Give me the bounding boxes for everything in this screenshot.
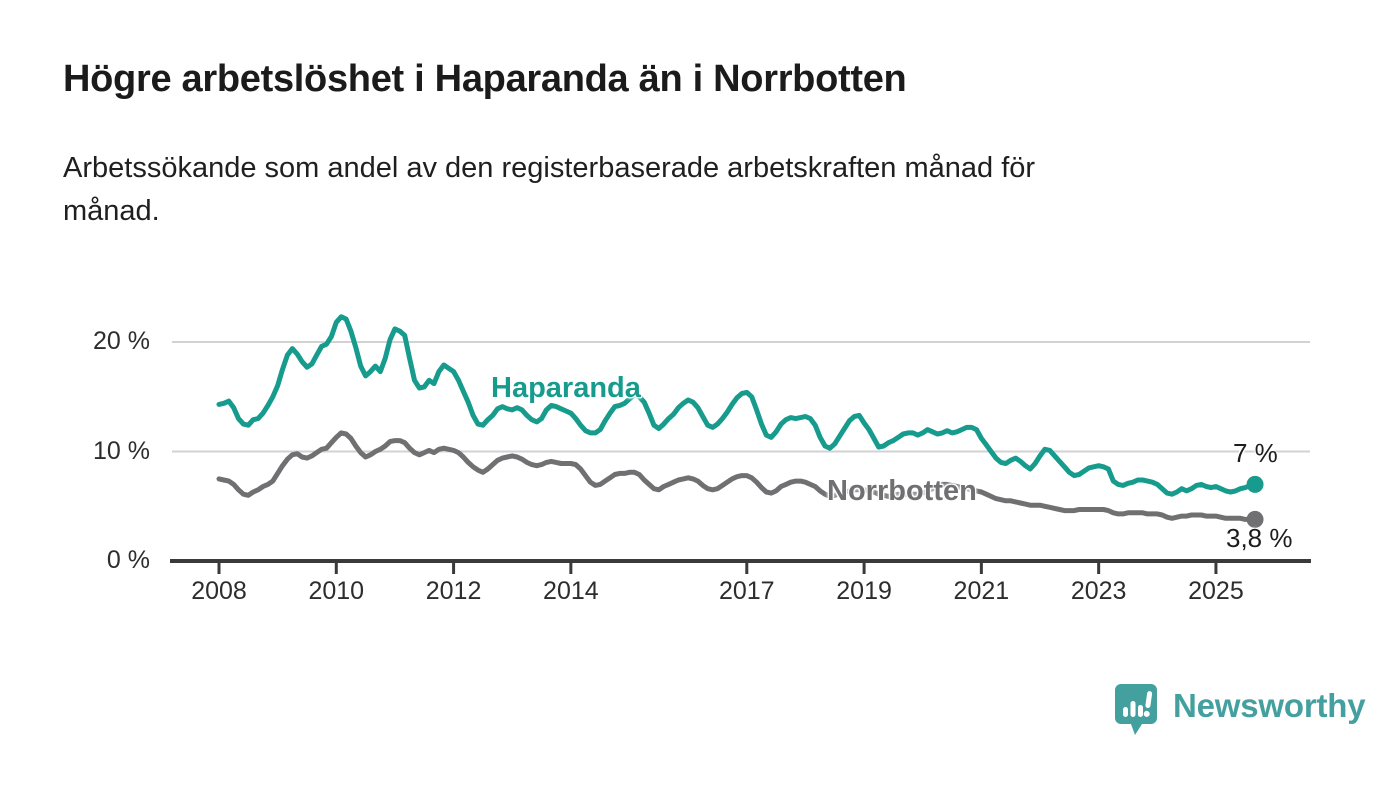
series-label-haparanda: Haparanda — [491, 372, 641, 404]
x-tick-label-2021: 2021 — [953, 577, 1010, 605]
x-tick-label-2017: 2017 — [718, 577, 775, 605]
x-tick-label-2008: 2008 — [191, 577, 247, 605]
line-haparanda — [216, 314, 1258, 497]
x-tick-label-2025: 2025 — [1188, 577, 1244, 605]
newsworthy-logo-icon — [1115, 684, 1157, 735]
subtitle-line-1: Arbetssökande som andel av den registerb… — [63, 152, 1036, 184]
end-dot-norrbotten — [1246, 510, 1264, 528]
x-tick-label-2012: 2012 — [425, 577, 482, 605]
x-tick-label-2014: 2014 — [543, 577, 599, 605]
y-tick-label-20: 20 % — [93, 327, 150, 355]
y-tick-label-10: 10 % — [93, 436, 150, 465]
page-title: Högre arbetslöshet i Haparanda än i Norr… — [63, 58, 907, 100]
brand-name: Newsworthy — [1173, 687, 1366, 724]
line-norrbotten — [216, 430, 1258, 522]
x-axis — [170, 559, 1311, 574]
end-dot-haparanda — [1246, 475, 1264, 493]
x-tick-label-2010: 2010 — [308, 577, 365, 605]
series-label-norrbotten: Norrbotten — [827, 475, 977, 507]
page-subtitle: Arbetssökande som andel av den registerb… — [63, 147, 1353, 233]
brand-logo: Newsworthy — [1113, 681, 1366, 737]
x-tick-label-2019: 2019 — [836, 577, 892, 605]
end-dots — [1246, 475, 1264, 528]
end-value-haparanda: 7 % — [1233, 438, 1278, 468]
subtitle-line-2: månad. — [63, 195, 160, 227]
x-tick-label-2023: 2023 — [1070, 577, 1127, 605]
y-tick-label-0: 0 % — [106, 546, 150, 574]
data-lines — [216, 314, 1258, 522]
end-value-norrbotten: 3,8 % — [1226, 523, 1293, 553]
